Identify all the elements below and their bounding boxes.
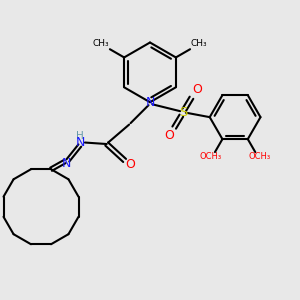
Text: OCH₃: OCH₃ [199, 152, 221, 161]
Text: N: N [76, 136, 86, 149]
Text: CH₃: CH₃ [190, 39, 207, 48]
Text: CH₃: CH₃ [93, 39, 110, 48]
Text: O: O [126, 158, 136, 171]
Text: N: N [145, 96, 155, 109]
Text: O: O [164, 130, 174, 142]
Text: N: N [62, 157, 71, 170]
Text: OCH₃: OCH₃ [249, 152, 271, 161]
Text: H: H [76, 131, 84, 141]
Text: O: O [192, 83, 202, 96]
Text: S: S [179, 106, 187, 119]
